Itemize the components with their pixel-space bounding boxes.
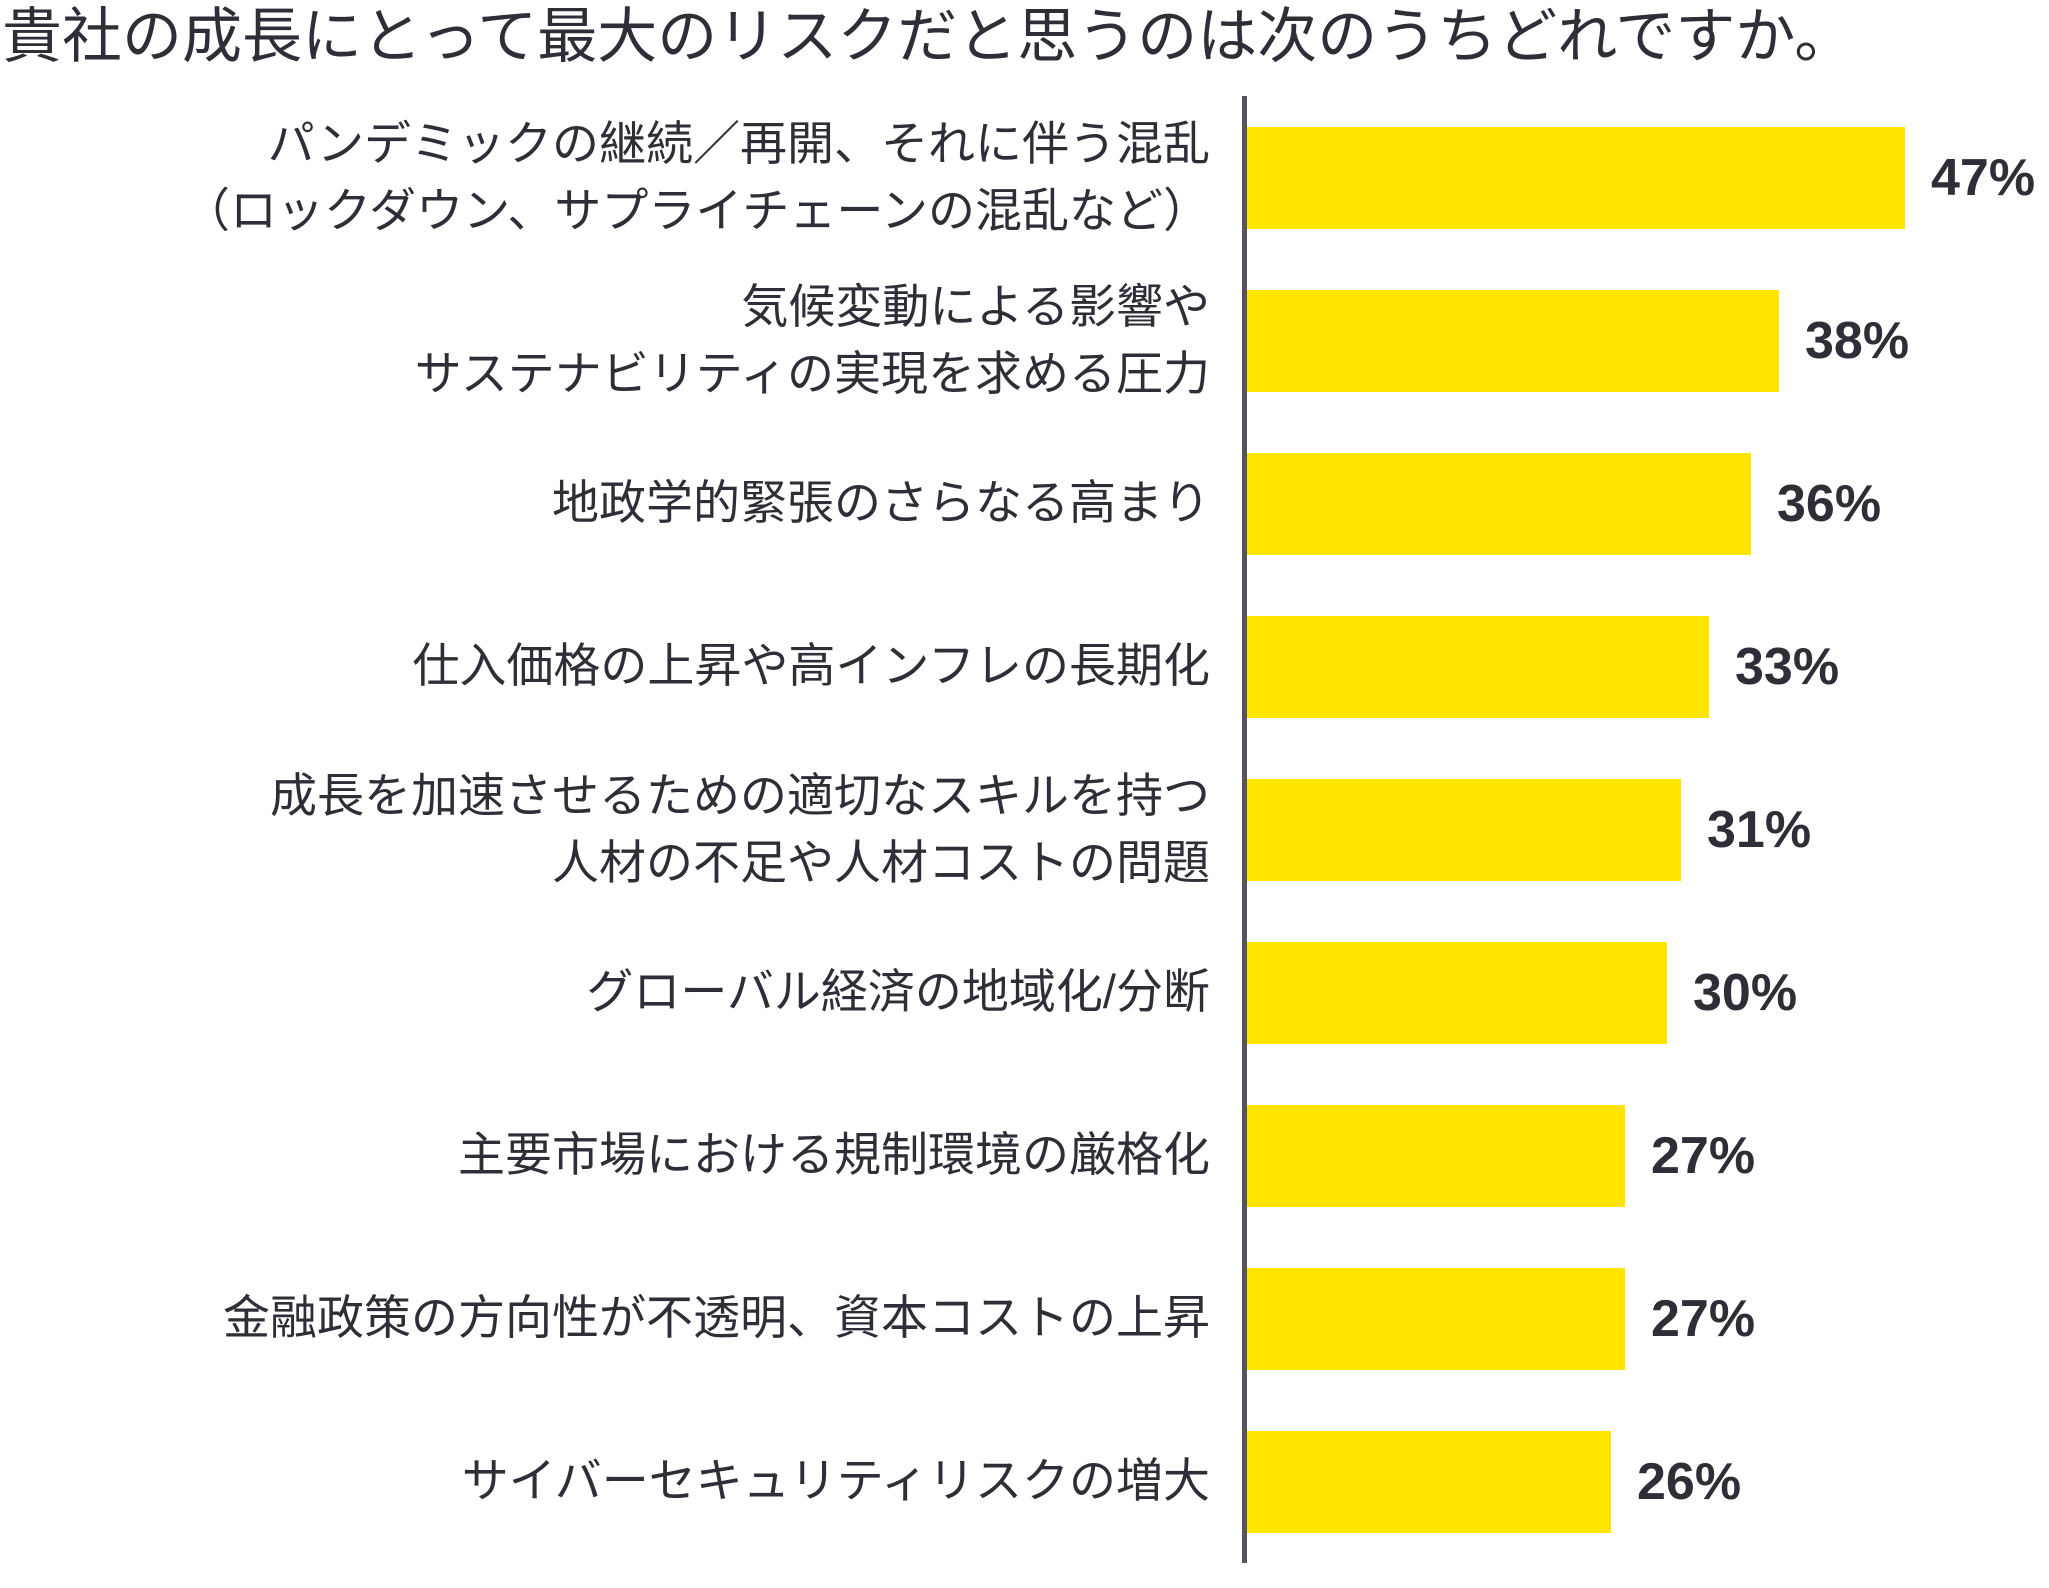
bar-area: 31%: [1242, 748, 2049, 911]
category-label: 主要市場における規制環境の厳格化: [458, 1128, 1210, 1182]
bar-area: 38%: [1242, 259, 2049, 422]
bar-area: 30%: [1242, 911, 2049, 1074]
value-label: 30%: [1693, 963, 1798, 1022]
bar: [1247, 289, 1779, 392]
category-label: 気候変動による影響や サステナビリティの実現を求める圧力: [414, 279, 1210, 400]
category-label: サイバーセキュリティリスクの増大: [461, 1454, 1210, 1508]
bar-area: 27%: [1242, 1237, 2049, 1400]
bar: [1247, 126, 1905, 229]
category-label: 成長を加速させるための適切なスキルを持つ 人材の不足や人材コストの問題: [270, 768, 1210, 889]
category-label: 地政学的緊張のさらなる高まり: [552, 476, 1210, 530]
chart-row: 地政学的緊張のさらなる高まり 36%: [0, 422, 2049, 585]
bar: [1247, 615, 1709, 718]
value-label: 38%: [1805, 311, 1910, 370]
category-label: グローバル経済の地域化/分断: [586, 965, 1210, 1019]
bar-area: 27%: [1242, 1074, 2049, 1237]
value-label: 33%: [1735, 637, 1840, 696]
category-label: パンデミックの継続／再開、それに伴う混乱 （ロックダウン、サプライチェーンの混乱…: [183, 116, 1210, 237]
chart-row: パンデミックの継続／再開、それに伴う混乱 （ロックダウン、サプライチェーンの混乱…: [0, 96, 2049, 259]
bar: [1247, 778, 1681, 881]
chart-row: 仕入価格の上昇や高インフレの長期化 33%: [0, 585, 2049, 748]
value-label: 36%: [1777, 474, 1882, 533]
value-label: 27%: [1651, 1289, 1756, 1348]
chart-row: 成長を加速させるための適切なスキルを持つ 人材の不足や人材コストの問題 31%: [0, 748, 2049, 911]
bar-area: 36%: [1242, 422, 2049, 585]
category-label: 仕入価格の上昇や高インフレの長期化: [412, 639, 1210, 693]
bar: [1247, 1267, 1625, 1370]
category-label: 金融政策の方向性が不透明、資本コストの上昇: [223, 1291, 1210, 1345]
chart-row: 気候変動による影響や サステナビリティの実現を求める圧力 38%: [0, 259, 2049, 422]
bar: [1247, 1104, 1625, 1207]
value-label: 47%: [1931, 148, 2036, 207]
bar: [1247, 452, 1751, 555]
chart-row: グローバル経済の地域化/分断 30%: [0, 911, 2049, 1074]
bar: [1247, 941, 1667, 1044]
value-label: 26%: [1637, 1452, 1742, 1511]
bar: [1247, 1430, 1611, 1533]
bar-area: 33%: [1242, 585, 2049, 748]
chart-row: 金融政策の方向性が不透明、資本コストの上昇 27%: [0, 1237, 2049, 1400]
value-label: 27%: [1651, 1126, 1756, 1185]
chart-title: 貴社の成長にとって最大のリスクだと思うのは次のうちどれですか。: [2, 3, 1855, 70]
bar-chart: パンデミックの継続／再開、それに伴う混乱 （ロックダウン、サプライチェーンの混乱…: [0, 96, 2049, 1588]
bar-area: 47%: [1242, 96, 2049, 259]
chart-row: サイバーセキュリティリスクの増大 26%: [0, 1400, 2049, 1563]
bar-area: 26%: [1242, 1400, 2049, 1563]
chart-row: 主要市場における規制環境の厳格化 27%: [0, 1074, 2049, 1237]
value-label: 31%: [1707, 800, 1812, 859]
